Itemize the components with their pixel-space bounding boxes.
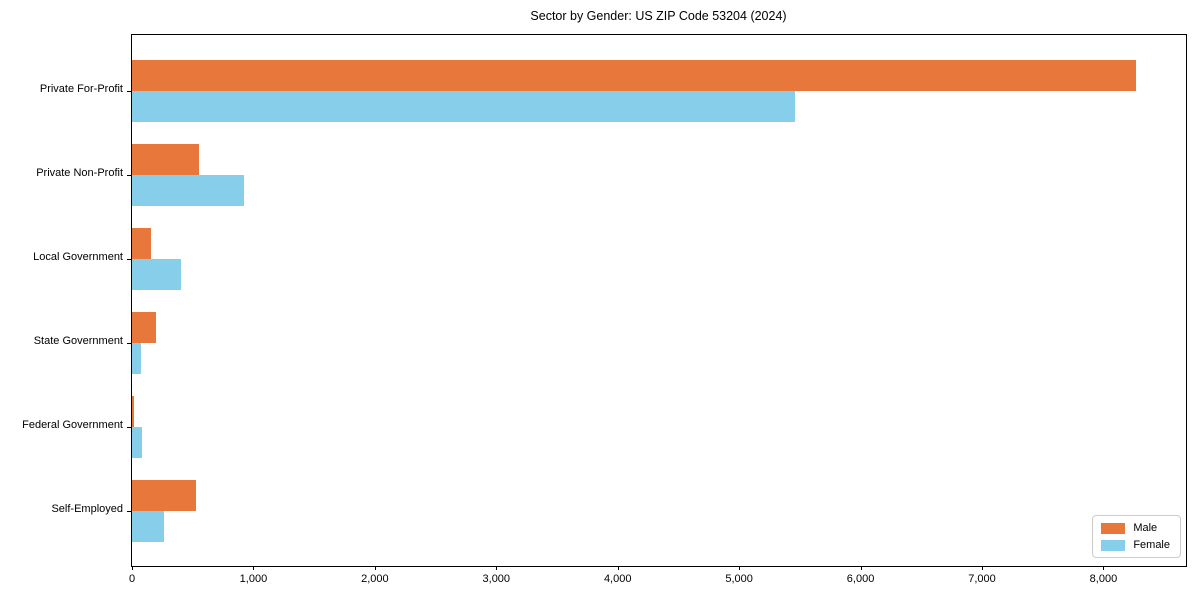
- bar-male-private-non-profit: [132, 143, 199, 175]
- y-tick: [127, 510, 131, 512]
- category-label-self-employed: Self-Employed: [51, 502, 123, 515]
- bar-male-federal-government: [132, 395, 135, 427]
- x-tick: [496, 566, 498, 570]
- bar-female-self-employed: [132, 510, 164, 542]
- bar-female-local-government: [132, 258, 181, 290]
- x-tick: [739, 566, 741, 570]
- x-tick-label-5000: 5,000: [725, 573, 753, 585]
- legend-swatch-female: [1101, 539, 1126, 551]
- x-tick-label-2000: 2,000: [361, 573, 389, 585]
- category-label-local-government: Local Government: [33, 250, 123, 263]
- category-label-state-government: State Government: [33, 334, 123, 347]
- x-tick-label-6000: 6,000: [846, 573, 875, 585]
- x-tick-label-0: 0: [128, 573, 136, 585]
- legend-label-female: Female: [1133, 539, 1170, 551]
- bar-male-local-government: [132, 227, 152, 259]
- y-tick: [127, 174, 131, 176]
- legend-entry-female: Female: [1101, 539, 1170, 551]
- category-label-federal-government: Federal Government: [22, 418, 123, 431]
- legend: Male Female: [1092, 515, 1181, 558]
- y-axis-labels: Private For-Profit Private Non-Profit Loca…: [0, 34, 123, 565]
- bar-male-private-for-profit: [132, 59, 1137, 91]
- y-tick: [127, 90, 131, 92]
- x-tick: [860, 566, 862, 570]
- x-tick-label-1000: 1,000: [239, 573, 268, 585]
- bar-male-self-employed: [132, 479, 197, 511]
- x-tick-label-4000: 4,000: [603, 573, 632, 585]
- y-tick: [127, 342, 131, 344]
- bar-female-private-for-profit: [132, 90, 795, 122]
- x-tick: [617, 566, 619, 570]
- bar-female-private-non-profit: [132, 174, 244, 206]
- legend-swatch-male: [1101, 522, 1126, 534]
- x-tick-label-3000: 3,000: [482, 573, 511, 585]
- x-tick-label-7000: 7,000: [968, 573, 996, 585]
- bar-female-federal-government: [132, 426, 142, 458]
- x-tick: [253, 566, 255, 570]
- y-tick: [127, 258, 131, 260]
- plot-area: Male Female 0 1,000 2,000 3,000 4,000 5,000 6,0…: [127, 34, 1187, 585]
- bar-male-state-government: [132, 311, 157, 343]
- legend-entry-male: Male: [1101, 522, 1170, 534]
- x-tick: [1103, 566, 1105, 570]
- bar-female-state-government: [132, 342, 141, 374]
- x-tick: [374, 566, 376, 570]
- y-tick: [127, 426, 131, 428]
- legend-label-male: Male: [1133, 522, 1158, 534]
- x-tick-label-8000: 8,000: [1089, 573, 1118, 585]
- category-label-private-non-profit: Private Non-Profit: [36, 166, 123, 179]
- x-tick: [132, 566, 133, 570]
- chart-title: Sector by Gender: US ZIP Code 53204 (202…: [530, 9, 787, 23]
- category-label-private-for-profit: Private For-Profit: [39, 82, 123, 95]
- x-tick: [982, 566, 983, 570]
